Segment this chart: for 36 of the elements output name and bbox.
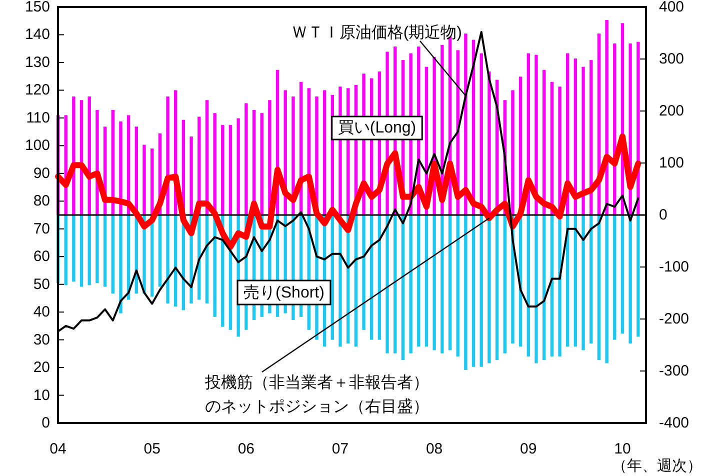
y2-tick-label: -300 [659, 362, 690, 380]
y-tick-label: 110 [26, 109, 50, 126]
y-tick-label: 60 [33, 248, 50, 266]
y2-tick-label: -100 [659, 258, 690, 276]
y2-tick-label: 100 [659, 154, 684, 172]
y-tick-label: 20 [33, 359, 50, 376]
y-tick-label: 90 [33, 164, 50, 182]
y-tick-label: 100 [24, 137, 50, 154]
y-tick-label: 70 [33, 220, 50, 238]
y-tick-label: 10 [33, 386, 50, 404]
y-tick-label: 80 [33, 192, 50, 210]
x-tick-label: 09 [520, 440, 537, 458]
y-tick-label: 50 [33, 276, 50, 293]
y-tick-label: 0 [42, 414, 50, 432]
y2-tick-label: -200 [659, 310, 690, 328]
y-tick-label: 30 [33, 331, 50, 348]
x-tick-label: 05 [144, 440, 160, 458]
series-label: ＷＴＩ原油価格(期近物) [291, 24, 462, 42]
y-tick-label: 140 [24, 26, 50, 44]
y-tick-label: 120 [24, 82, 50, 99]
series-label: 買い(Long) [338, 120, 416, 136]
y-tick-label: 150 [24, 0, 50, 16]
y2-tick-label: -400 [659, 414, 690, 432]
y2-tick-label: 400 [659, 0, 684, 16]
x-tick-label: 07 [332, 440, 349, 458]
x-tick-label: 06 [238, 440, 255, 458]
y2-tick-label: 300 [659, 50, 684, 68]
x-tick-label: 10 [614, 440, 631, 458]
x-axis-title: （年、週次） [612, 458, 702, 474]
y-tick-label: 130 [24, 54, 50, 71]
x-tick-label: 04 [50, 440, 66, 458]
y-tick-label: 40 [33, 304, 50, 321]
y2-tick-label: 200 [659, 102, 684, 120]
series-label: 売り(Short) [244, 284, 324, 302]
x-tick-label: 08 [426, 440, 443, 458]
y2-tick-label: 0 [659, 206, 668, 224]
